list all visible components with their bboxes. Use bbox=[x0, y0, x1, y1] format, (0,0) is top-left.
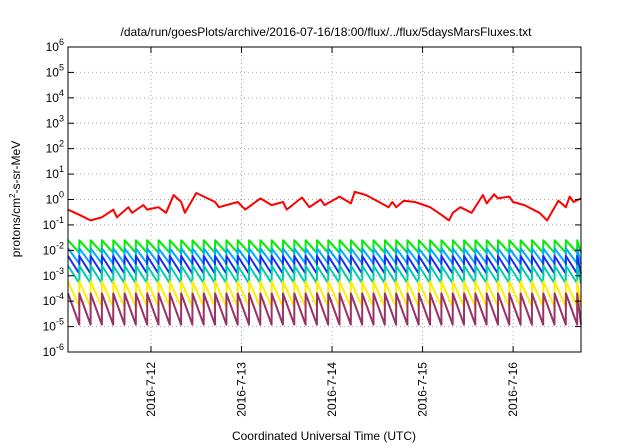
x-axis-ticks: 2016-7-12 2016-7-13 2016-7-14 2016-7-15 2016… bbox=[144, 47, 520, 417]
y-tick-label: 10-5 bbox=[43, 317, 64, 334]
grid-lines bbox=[68, 47, 581, 352]
y-axis-ticks: 10-6 10-5 10-4 10-3 10-2 10-1 100 101 102 103 104 1… bbox=[43, 37, 581, 359]
series-line bbox=[67, 239, 582, 254]
series-line bbox=[67, 292, 582, 326]
y-tick-label: 10-4 bbox=[43, 291, 64, 308]
chart-title: /data/run/goesPlots/archive/2016-07-16/1… bbox=[121, 25, 533, 39]
y-tick-label: 104 bbox=[46, 88, 64, 105]
x-tick-label: 2016-7-14 bbox=[325, 362, 339, 417]
y-axis-label-sup: 2 bbox=[8, 193, 17, 198]
y-tick-label: 106 bbox=[46, 37, 64, 54]
y-axis-label: protons/cm2-s-sr-MeV bbox=[8, 141, 23, 257]
y-tick-label: 101 bbox=[46, 164, 64, 181]
x-axis-label: Coordinated Universal Time (UTC) bbox=[232, 429, 416, 443]
plot-series bbox=[67, 190, 582, 326]
y-tick-label: 10-6 bbox=[43, 342, 64, 359]
x-tick-label: 2016-7-16 bbox=[506, 362, 520, 417]
x-tick-label: 2016-7-12 bbox=[144, 362, 158, 417]
y-axis-label-base: protons/cm bbox=[9, 198, 23, 257]
y-tick-label: 105 bbox=[46, 62, 64, 79]
y-tick-label: 10-1 bbox=[43, 215, 64, 232]
series-line bbox=[67, 280, 582, 308]
y-tick-label: 10-3 bbox=[43, 266, 64, 283]
y-tick-label: 10-2 bbox=[43, 240, 64, 257]
y-tick-label: 100 bbox=[46, 190, 64, 207]
series-line bbox=[67, 190, 582, 222]
x-tick-label: 2016-7-13 bbox=[235, 362, 249, 417]
y-tick-label: 102 bbox=[46, 139, 64, 156]
y-tick-label: 103 bbox=[46, 113, 64, 130]
x-tick-label: 2016-7-15 bbox=[416, 362, 430, 417]
y-axis-label-rest: -s-sr-MeV bbox=[9, 141, 23, 194]
